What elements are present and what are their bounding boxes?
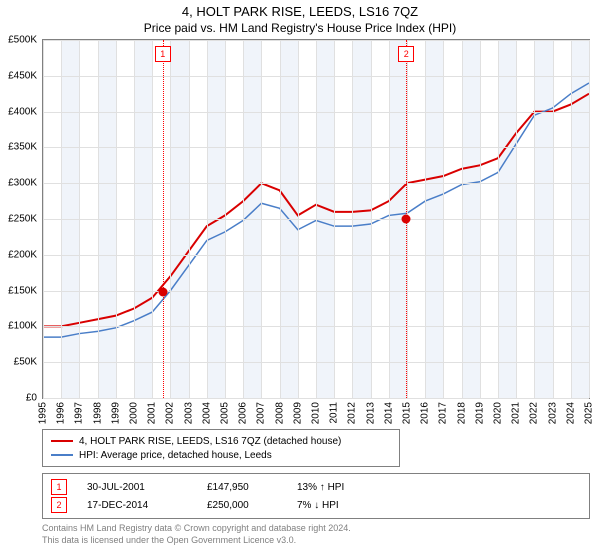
x-tick-label: 2019 [474,402,485,424]
footer-line-1: Contains HM Land Registry data © Crown c… [42,523,590,535]
x-tick-label: 2023 [547,402,558,424]
price-chart: £0£50K£100K£150K£200K£250K£300K£350K£400… [42,39,590,399]
sale-index: 1 [51,479,67,495]
x-tick-label: 2001 [147,402,158,424]
x-tick-label: 2017 [438,402,449,424]
x-tick-label: 2024 [565,402,576,424]
chart-title: 4, HOLT PARK RISE, LEEDS, LS16 7QZ [0,4,600,19]
y-tick-label: £350K [0,142,37,153]
x-tick-label: 2003 [183,402,194,424]
sale-price: £147,950 [207,482,297,493]
x-tick-label: 2004 [201,402,212,424]
x-tick-label: 2006 [238,402,249,424]
x-tick-label: 2000 [129,402,140,424]
y-tick-label: £250K [0,214,37,225]
sale-price: £250,000 [207,500,297,511]
legend-item: 4, HOLT PARK RISE, LEEDS, LS16 7QZ (deta… [51,434,391,448]
x-tick-label: 2005 [220,402,231,424]
y-tick-label: £200K [0,249,37,260]
x-tick-label: 2018 [456,402,467,424]
sale-hpi: 7% ↓ HPI [297,500,387,511]
chart-subtitle: Price paid vs. HM Land Registry's House … [0,21,600,35]
x-tick-label: 2002 [165,402,176,424]
sale-hpi: 13% ↑ HPI [297,482,387,493]
sale-row: 2 17-DEC-2014£250,0007% ↓ HPI [47,496,585,514]
chart-footer: Contains HM Land Registry data © Crown c… [42,523,590,546]
sale-index: 2 [51,497,67,513]
x-tick-label: 1995 [38,402,49,424]
footer-line-2: This data is licensed under the Open Gov… [42,535,590,547]
sale-row: 1 30-JUL-2001£147,95013% ↑ HPI [47,478,585,496]
sale-marker-1: 1 [155,46,171,62]
sale-date: 30-JUL-2001 [87,482,207,493]
x-tick-label: 1999 [110,402,121,424]
x-tick-label: 2020 [493,402,504,424]
chart-legend: 4, HOLT PARK RISE, LEEDS, LS16 7QZ (deta… [42,429,400,467]
x-tick-label: 2013 [365,402,376,424]
x-tick-label: 2014 [383,402,394,424]
y-tick-label: £300K [0,178,37,189]
y-tick-label: £50K [0,357,37,368]
x-tick-label: 2016 [420,402,431,424]
legend-item: HPI: Average price, detached house, Leed… [51,448,391,462]
x-tick-label: 2009 [292,402,303,424]
x-tick-label: 2007 [256,402,267,424]
x-tick-label: 1997 [74,402,85,424]
x-tick-label: 2021 [511,402,522,424]
x-tick-label: 1998 [92,402,103,424]
x-tick-label: 2015 [402,402,413,424]
y-tick-label: £450K [0,70,37,81]
sales-table: 1 30-JUL-2001£147,95013% ↑ HPI 2 17-DEC-201… [42,473,590,519]
y-tick-label: £150K [0,285,37,296]
sale-date: 17-DEC-2014 [87,500,207,511]
x-tick-label: 1996 [56,402,67,424]
x-tick-label: 2010 [311,402,322,424]
y-tick-label: £100K [0,321,37,332]
y-tick-label: £500K [0,35,37,46]
x-tick-label: 2011 [329,402,340,424]
x-tick-label: 2022 [529,402,540,424]
x-tick-label: 2012 [347,402,358,424]
y-tick-label: £400K [0,106,37,117]
x-tick-label: 2008 [274,402,285,424]
sale-marker-2: 2 [398,46,414,62]
y-tick-label: £0 [0,393,37,404]
x-tick-label: 2025 [584,402,595,424]
